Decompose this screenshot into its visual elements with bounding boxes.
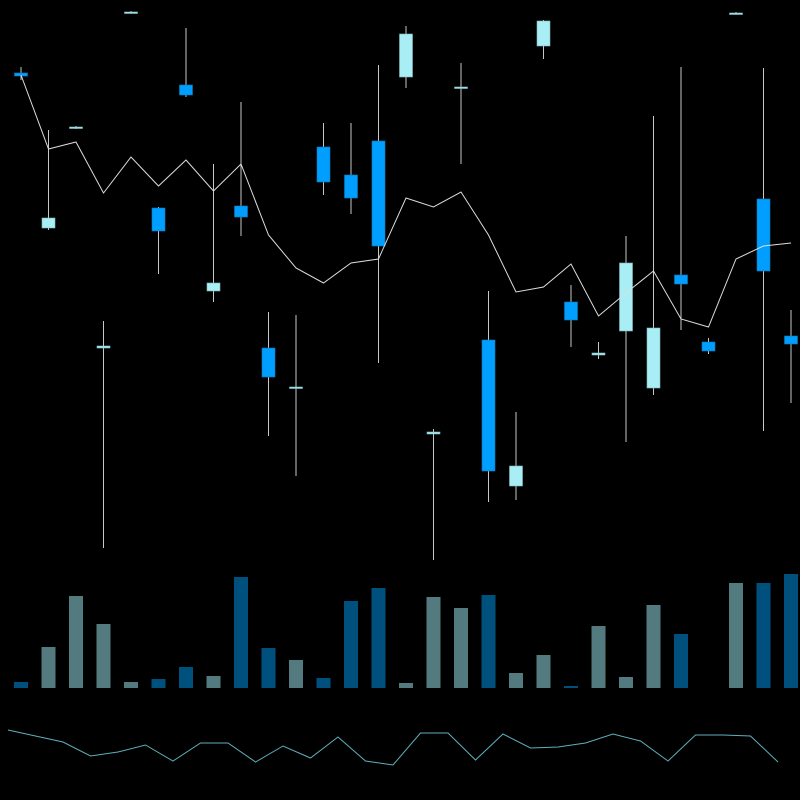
- candle: [234, 102, 248, 236]
- candle: [701, 338, 716, 354]
- candle: [344, 123, 358, 214]
- candle: [399, 26, 413, 88]
- candle: [784, 310, 798, 403]
- volume-bar: [124, 682, 138, 688]
- candle: [481, 291, 496, 502]
- volume-bar: [96, 624, 111, 688]
- candle-body: [701, 341, 716, 352]
- candle-body: [619, 262, 633, 332]
- volume-bar: [729, 583, 743, 688]
- candle: [591, 342, 606, 359]
- candle-body: [151, 207, 166, 232]
- candle: [371, 65, 386, 363]
- volume-bar: [41, 647, 56, 688]
- candle: [179, 28, 193, 97]
- candle-body: [371, 140, 386, 247]
- candle-body: [69, 126, 83, 129]
- candle: [289, 315, 303, 476]
- candle: [454, 63, 468, 164]
- volume-bar: [206, 676, 221, 688]
- candle-body: [261, 347, 276, 378]
- candle-body: [454, 86, 468, 89]
- volume-bar: [619, 677, 633, 688]
- volume-bar: [179, 667, 193, 688]
- candle: [619, 236, 633, 442]
- candle: [509, 412, 523, 500]
- candle-body: [234, 205, 248, 218]
- volume-bar: [316, 678, 331, 688]
- candle-body: [756, 198, 771, 272]
- candle: [756, 68, 771, 431]
- candle-body: [591, 352, 606, 356]
- volume-bar: [69, 596, 83, 688]
- volume-bar: [481, 595, 496, 688]
- volume-bar: [454, 608, 468, 688]
- candle-body: [399, 33, 413, 78]
- indicator-line: [7, 729, 779, 766]
- candle-body: [289, 386, 303, 389]
- volume-bar: [591, 626, 606, 688]
- volume-bar: [426, 597, 441, 688]
- volume-bar: [509, 673, 523, 688]
- candle-body: [729, 12, 743, 15]
- volume-bar: [289, 660, 303, 688]
- candle: [41, 130, 56, 230]
- candle: [316, 123, 331, 195]
- candle-body: [509, 465, 523, 487]
- volume-bar: [399, 683, 413, 688]
- volume-bar: [14, 682, 28, 688]
- candle: [69, 126, 83, 129]
- price-panel: [14, 11, 798, 560]
- candle: [426, 429, 441, 560]
- volume-bar: [371, 588, 386, 688]
- candle-body: [426, 431, 441, 435]
- candle-body: [344, 174, 358, 199]
- candle-body: [316, 146, 331, 183]
- volume-bar: [151, 679, 166, 688]
- volume-bar: [234, 577, 248, 688]
- volume-bar: [756, 583, 771, 688]
- indicator-panel: [7, 729, 779, 766]
- candle-body: [536, 20, 551, 47]
- volume-bar: [344, 601, 358, 688]
- volume-bar: [564, 686, 578, 688]
- candle-body: [124, 11, 138, 14]
- candle-body: [179, 84, 193, 96]
- candle: [96, 321, 111, 548]
- volume-panel: [14, 574, 798, 688]
- candle: [729, 12, 743, 15]
- candle-body: [41, 217, 56, 229]
- candle: [674, 67, 688, 330]
- candle-body: [206, 282, 221, 292]
- volume-bar: [536, 655, 551, 688]
- candle-body: [784, 335, 798, 345]
- candle: [124, 11, 138, 14]
- volume-bar: [674, 634, 688, 688]
- volume-bar: [646, 605, 661, 688]
- candle: [206, 164, 221, 302]
- candle-body: [646, 327, 661, 389]
- volume-bar: [261, 648, 276, 688]
- candle: [261, 312, 276, 436]
- moving-average-line: [20, 74, 792, 328]
- candle: [536, 20, 551, 59]
- candle-body: [481, 339, 496, 472]
- candle: [564, 285, 578, 347]
- candle-body: [564, 301, 578, 321]
- candle-body: [96, 345, 111, 349]
- volume-bar: [784, 574, 798, 688]
- candle-body: [674, 274, 688, 285]
- candle: [151, 207, 166, 274]
- candle: [646, 116, 661, 395]
